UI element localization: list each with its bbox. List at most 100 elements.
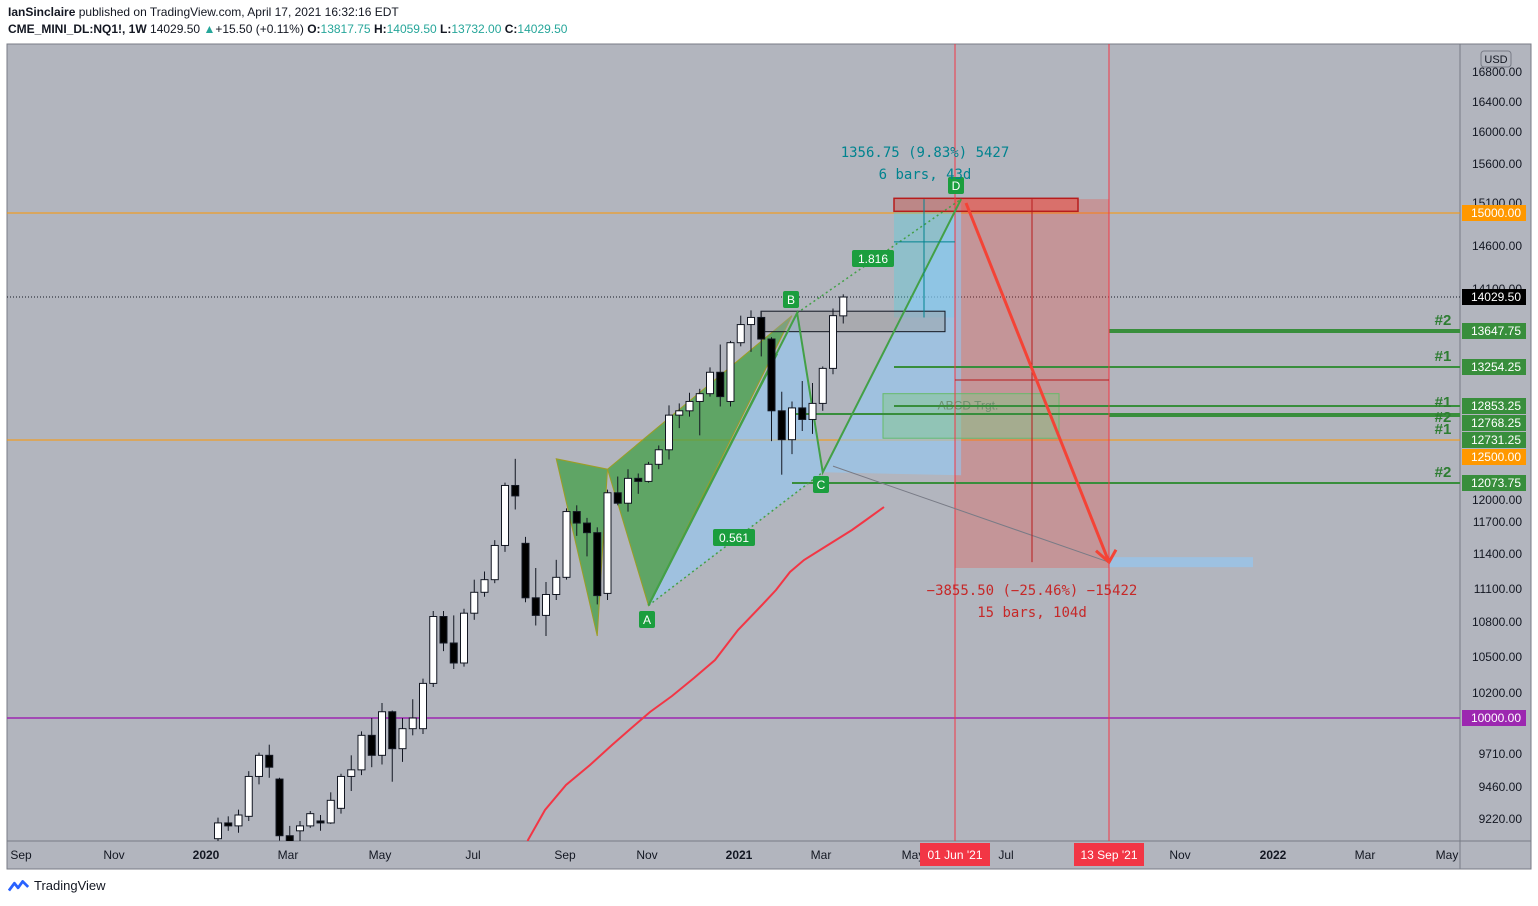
pattern-abc-triangle[interactable] — [648, 312, 823, 606]
open-label: O: — [307, 22, 321, 36]
candle[interactable] — [255, 752, 263, 785]
candle[interactable] — [214, 817, 222, 843]
candle[interactable] — [726, 340, 735, 407]
candle[interactable] — [808, 382, 817, 434]
candle[interactable] — [572, 505, 581, 536]
currency-box[interactable] — [1480, 50, 1512, 68]
candle[interactable] — [244, 771, 253, 821]
abcd-target-box[interactable] — [882, 393, 1060, 439]
candle[interactable] — [378, 703, 386, 765]
moving-average-line[interactable] — [517, 506, 885, 880]
ab-leg-line[interactable] — [647, 353, 779, 606]
price-label: 12853.25 — [1471, 399, 1521, 413]
projection-line[interactable] — [832, 465, 1110, 563]
candle[interactable] — [234, 809, 243, 833]
candle[interactable] — [296, 820, 304, 851]
candle-body — [224, 822, 233, 827]
candle[interactable] — [829, 308, 837, 375]
candle[interactable] — [531, 568, 540, 626]
candle[interactable] — [665, 405, 673, 460]
candle[interactable] — [818, 366, 827, 411]
candle[interactable] — [398, 718, 407, 762]
candle[interactable] — [634, 473, 643, 494]
candle[interactable] — [449, 615, 458, 669]
candle[interactable] — [316, 815, 325, 831]
author-name[interactable]: IanSinclaire — [8, 5, 76, 19]
ratio-label-1816: 1.816 — [858, 252, 888, 266]
candle[interactable] — [747, 310, 755, 352]
candle[interactable] — [306, 811, 315, 828]
candle[interactable] — [357, 731, 366, 776]
low-label: L: — [440, 22, 452, 36]
candle[interactable] — [347, 755, 356, 791]
candle[interactable] — [675, 403, 684, 429]
candle[interactable] — [562, 508, 571, 580]
candle[interactable] — [419, 678, 427, 734]
supply-box[interactable] — [893, 197, 1079, 213]
candle[interactable] — [716, 344, 725, 407]
candle-body — [408, 717, 417, 730]
candle[interactable] — [603, 489, 612, 600]
candle[interactable] — [736, 315, 745, 347]
candle[interactable] — [285, 825, 294, 865]
candle[interactable] — [695, 388, 704, 436]
symbol-name[interactable]: CME_MINI_DL:NQ1!, 1W — [8, 22, 147, 36]
candle[interactable] — [224, 816, 233, 831]
candle[interactable] — [767, 337, 776, 442]
candle[interactable] — [685, 392, 694, 417]
candle[interactable] — [839, 294, 848, 324]
candle-body — [675, 410, 684, 416]
price-tick-label: 11700.00 — [1473, 515, 1522, 529]
candle[interactable] — [613, 476, 622, 506]
candle[interactable] — [367, 718, 376, 768]
time-tick-label: May — [902, 848, 925, 862]
time-tick-label: Jul — [465, 848, 480, 862]
point-d-label-bg — [948, 177, 964, 194]
footer-brand[interactable]: TradingView — [8, 878, 106, 893]
forecast-arrow-line[interactable] — [964, 202, 1111, 563]
candle[interactable] — [408, 699, 417, 736]
candle[interactable] — [706, 367, 714, 397]
candle[interactable] — [439, 611, 448, 652]
candle[interactable] — [552, 559, 561, 600]
candle[interactable] — [265, 744, 274, 778]
candle[interactable] — [521, 536, 530, 603]
candle[interactable] — [593, 527, 602, 605]
candle[interactable] — [429, 611, 438, 687]
price-tick-label: 9220.00 — [1479, 812, 1523, 826]
candle[interactable] — [777, 391, 786, 475]
price-change: +15.50 (+0.11%) — [215, 22, 304, 36]
candle[interactable] — [388, 710, 397, 782]
candle-body — [572, 511, 581, 524]
candle[interactable] — [542, 582, 550, 636]
candle-body — [531, 597, 540, 616]
candle[interactable] — [470, 579, 479, 620]
time-tick-label: Mar — [278, 848, 299, 862]
candle[interactable] — [337, 773, 345, 814]
candle-body — [337, 775, 345, 809]
candle[interactable] — [624, 469, 632, 512]
candle-body — [562, 511, 571, 578]
candle[interactable] — [511, 458, 520, 510]
candle-body — [829, 315, 837, 369]
candle-body — [244, 775, 253, 817]
candle[interactable] — [757, 312, 766, 357]
candle[interactable] — [583, 517, 591, 557]
target-zone[interactable] — [1109, 557, 1253, 568]
time-axis-background[interactable] — [6, 840, 1461, 870]
candle[interactable] — [501, 482, 509, 552]
candle[interactable] — [788, 401, 796, 455]
ac-dotted-line[interactable] — [648, 471, 824, 607]
bd-dotted-line[interactable] — [796, 198, 962, 314]
candle[interactable] — [480, 571, 489, 597]
candle[interactable] — [644, 461, 653, 483]
candle[interactable] — [798, 381, 807, 432]
candle[interactable] — [654, 445, 663, 470]
price-tick-label: 15600.00 — [1472, 157, 1522, 171]
candle[interactable] — [326, 792, 335, 824]
candle[interactable] — [275, 777, 284, 841]
candle[interactable] — [490, 540, 499, 584]
candle[interactable] — [460, 608, 468, 667]
forecast-arrow-head[interactable] — [1095, 548, 1118, 565]
